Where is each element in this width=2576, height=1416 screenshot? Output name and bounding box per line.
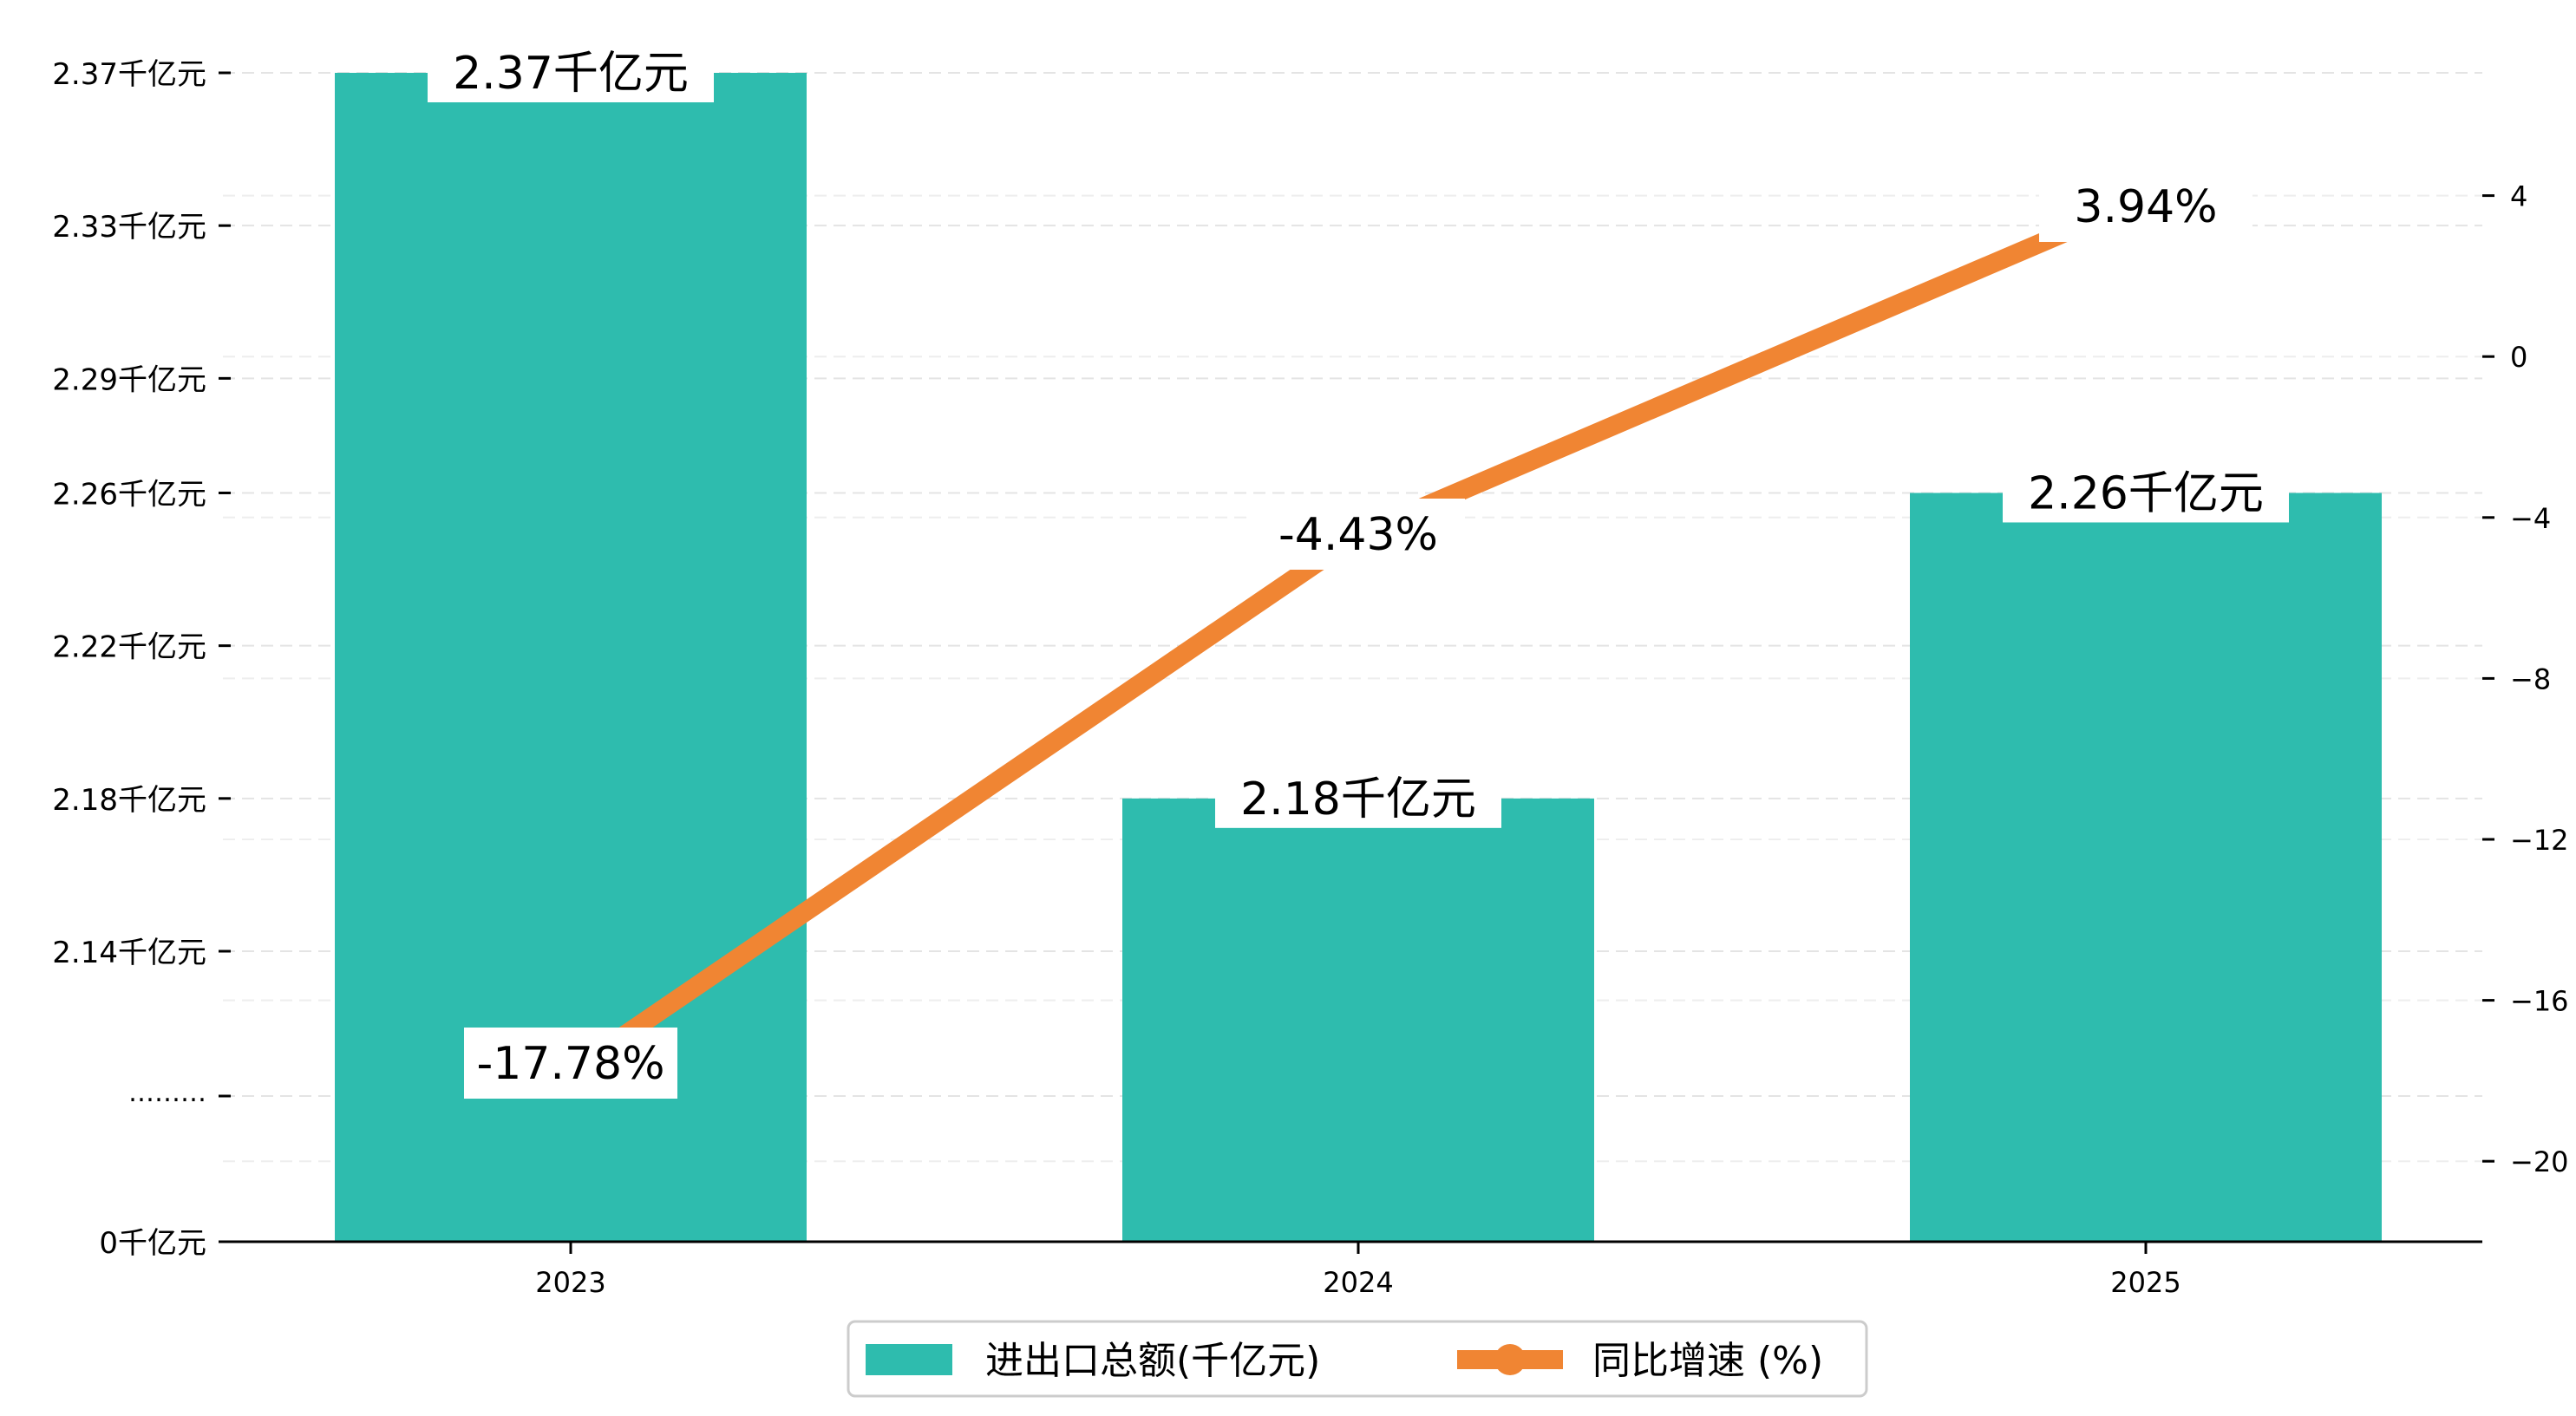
- line-value-label: -4.43%: [1278, 509, 1438, 561]
- x-tick-label: 2025: [2110, 1266, 2180, 1299]
- data-labels: 2.37千亿元 2.18千亿元 2.26千亿元 -17.78% -4.43% 3.94%: [428, 43, 2289, 1099]
- legend-swatch-marker: [1494, 1344, 1526, 1375]
- bar-series: [335, 73, 2382, 1242]
- bar-value-label-box: [2003, 463, 2289, 523]
- x-tick-label: 2023: [535, 1266, 605, 1299]
- line-value-label-box: [1252, 499, 1465, 570]
- left-tick-label: 2.22千亿元: [52, 630, 206, 665]
- right-tick-label: 0: [2510, 341, 2527, 374]
- right-tick-label: −12: [2510, 824, 2569, 857]
- bar-value-label: 2.18千亿元: [1240, 773, 1476, 825]
- right-tick-label: −4: [2510, 502, 2551, 535]
- axes: 0千亿元 2.14千亿元 2.18千亿元 2.22千亿元 2.26千亿元 2.29千亿元 2…: [52, 57, 2569, 1299]
- left-tick-label: 2.26千亿元: [52, 477, 206, 512]
- legend-label-line: 同比增速 (%): [1592, 1339, 1823, 1383]
- legend-frame: [847, 1320, 1868, 1398]
- left-tick-label: 2.14千亿元: [52, 936, 206, 970]
- bar-value-label-box: [1215, 768, 1501, 828]
- legend-label-bar: 进出口总额(千亿元): [985, 1339, 1320, 1383]
- bar: [1122, 798, 1594, 1242]
- bar-value-label-box: [428, 43, 714, 102]
- line-value-label-box: [464, 1028, 677, 1099]
- right-tick-label: 4: [2510, 180, 2527, 213]
- line-value-label: 3.94%: [2074, 181, 2217, 233]
- bar: [1910, 493, 2382, 1242]
- left-tick-label: 2.33千亿元: [52, 210, 206, 245]
- line-value-label-box: [2039, 171, 2252, 242]
- line-value-label: -17.78%: [476, 1038, 664, 1090]
- right-tick-label: −20: [2510, 1145, 2569, 1178]
- bar-value-label: 2.26千亿元: [2028, 467, 2264, 519]
- legend: 进出口总额(千亿元) 同比增速 (%): [847, 1320, 1868, 1398]
- left-axis-break-label: ………: [128, 1078, 206, 1108]
- right-tick-label: −8: [2510, 662, 2551, 695]
- legend-swatch-bar: [866, 1344, 952, 1375]
- left-tick-label: 0千亿元: [99, 1226, 206, 1261]
- x-tick-label: 2024: [1323, 1266, 1393, 1299]
- right-tick-label: −16: [2510, 985, 2569, 1018]
- left-tick-label: 2.37千亿元: [52, 57, 206, 92]
- left-tick-label: 2.18千亿元: [52, 783, 206, 818]
- left-tick-label: 2.29千亿元: [52, 362, 206, 397]
- bar-value-label: 2.37千亿元: [453, 48, 689, 100]
